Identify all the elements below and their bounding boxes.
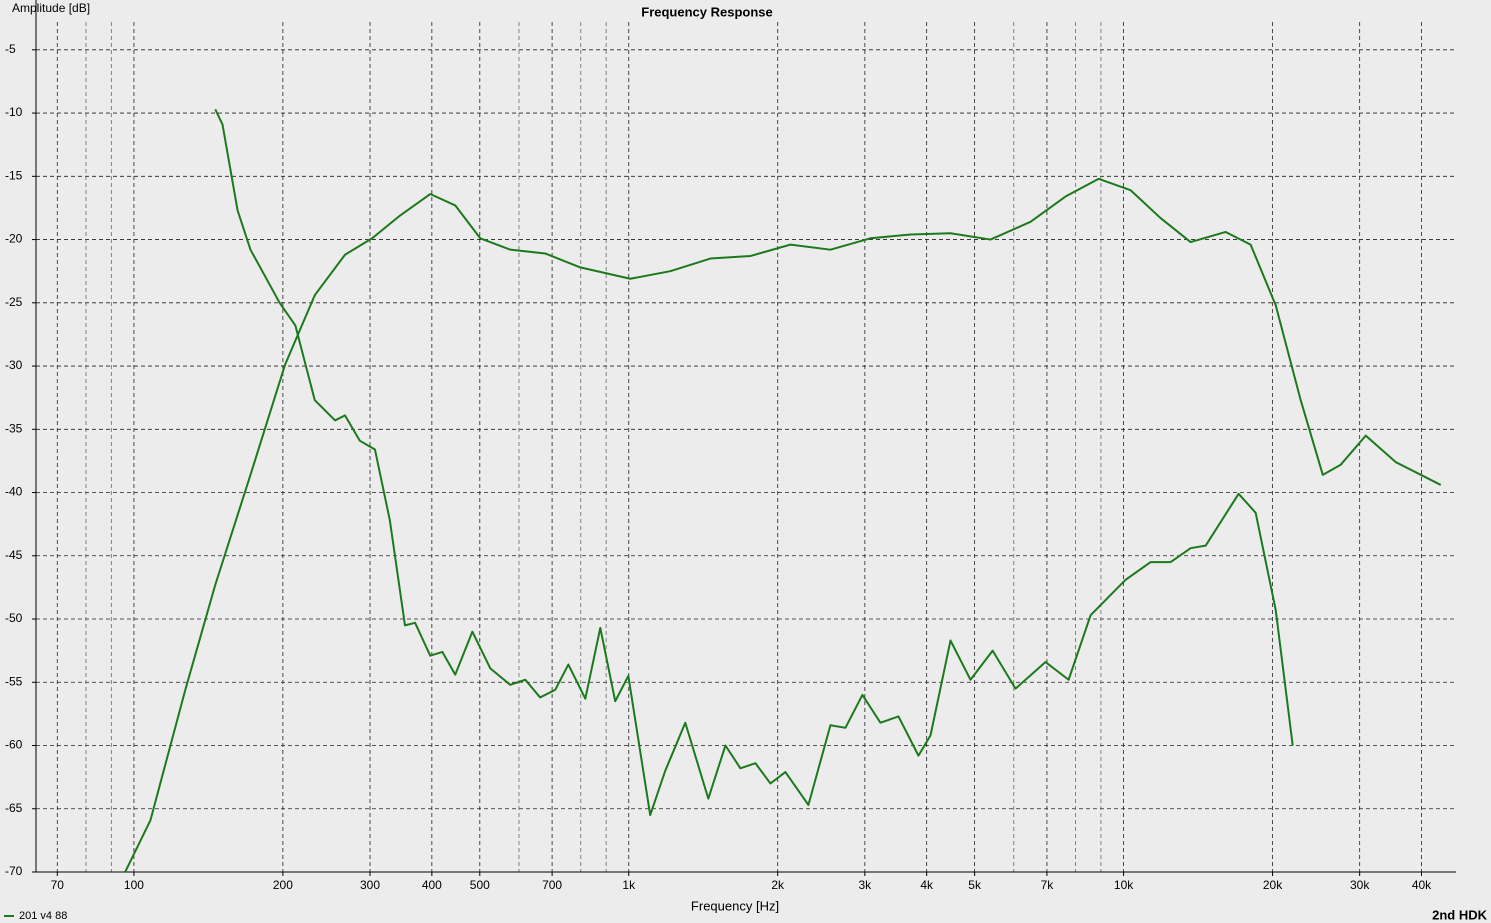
y-tick-label: -60 xyxy=(5,738,23,752)
x-tick-label: 30k xyxy=(1350,878,1370,892)
x-tick-label: 1k xyxy=(622,878,636,892)
chart-title: Frequency Response xyxy=(641,4,773,19)
y-axis-title: Amplitude [dB] xyxy=(12,1,90,15)
annotation: 2nd HDK xyxy=(1432,907,1488,922)
y-tick-label: -70 xyxy=(5,864,23,878)
y-tick-label: -45 xyxy=(5,548,23,562)
y-tick-label: -30 xyxy=(5,358,23,372)
x-tick-label: 5k xyxy=(968,878,982,892)
y-tick-label: -55 xyxy=(5,674,23,688)
x-tick-label: 100 xyxy=(124,878,144,892)
x-tick-label: 4k xyxy=(920,878,934,892)
y-tick-label: -15 xyxy=(5,168,23,182)
x-tick-label: 400 xyxy=(422,878,442,892)
y-tick-label: -25 xyxy=(5,295,23,309)
x-tick-label: 10k xyxy=(1114,878,1134,892)
x-tick-label: 7k xyxy=(1041,878,1055,892)
x-tick-label: 200 xyxy=(273,878,293,892)
y-tick-label: -65 xyxy=(5,801,23,815)
x-tick-label: 300 xyxy=(360,878,380,892)
x-tick-label: 2k xyxy=(771,878,785,892)
y-tick-label: -10 xyxy=(5,105,23,119)
y-tick-label: -40 xyxy=(5,485,23,499)
y-tick-label: -20 xyxy=(5,232,23,246)
x-tick-label: 40k xyxy=(1412,878,1432,892)
legend-label: 201 v4 88 xyxy=(19,910,67,922)
y-tick-label: -50 xyxy=(5,611,23,625)
y-tick-label: -35 xyxy=(5,421,23,435)
x-axis-title: Frequency [Hz] xyxy=(691,898,779,913)
y-tick-label: -5 xyxy=(5,42,16,56)
x-tick-label: 20k xyxy=(1263,878,1283,892)
x-tick-label: 500 xyxy=(470,878,490,892)
data-line xyxy=(124,177,1442,873)
data-line xyxy=(214,108,1294,817)
x-tick-label: 3k xyxy=(859,878,873,892)
x-tick-label: 70 xyxy=(51,878,65,892)
x-tick-label: 700 xyxy=(542,878,562,892)
